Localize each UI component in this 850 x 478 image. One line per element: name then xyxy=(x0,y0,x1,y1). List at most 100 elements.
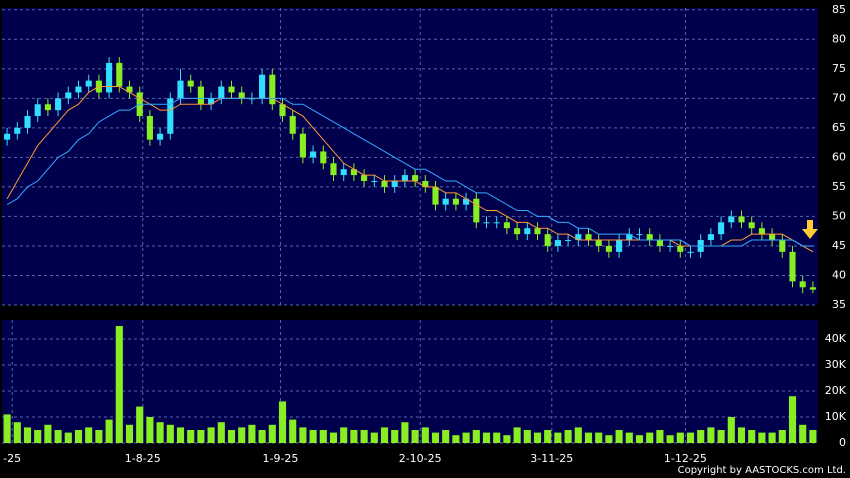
volume-bar xyxy=(503,435,511,443)
candle-body xyxy=(728,216,735,223)
volume-bar xyxy=(595,432,603,443)
candle-body xyxy=(208,98,215,105)
candle-body xyxy=(85,80,92,87)
volume-bar xyxy=(646,432,654,443)
candle-body xyxy=(371,181,378,183)
candle-body xyxy=(575,234,582,241)
volume-bar xyxy=(360,429,368,443)
candle-body xyxy=(65,92,72,99)
candle-body xyxy=(432,186,439,205)
volume-bar xyxy=(615,429,623,443)
candle-body xyxy=(381,181,388,187)
volume-bar xyxy=(258,429,266,443)
volume-bar xyxy=(656,429,664,443)
volume-bar xyxy=(227,429,236,443)
candle-body xyxy=(442,198,449,205)
candle-body xyxy=(718,222,725,235)
volume-bar xyxy=(115,325,123,443)
candle-body xyxy=(126,86,133,93)
candle-body xyxy=(677,245,684,252)
volume-bar xyxy=(380,427,389,443)
volume-bar xyxy=(554,432,562,443)
candle-body xyxy=(554,240,561,246)
copyright: Copyright by AASTOCKS.com Ltd. xyxy=(678,465,846,476)
candle-body xyxy=(350,169,357,176)
volume-bar xyxy=(248,424,256,443)
candle-body xyxy=(595,240,602,246)
volume-bar xyxy=(156,422,164,443)
candle-body xyxy=(503,222,510,229)
volume-bar xyxy=(85,427,93,443)
volume-bar xyxy=(605,435,613,443)
candle-body xyxy=(24,116,31,128)
candle-body xyxy=(514,228,521,235)
volume-bar xyxy=(676,432,684,443)
candle-body xyxy=(524,228,531,235)
volume-bar xyxy=(309,429,317,443)
volume-bar xyxy=(268,424,276,443)
candle-body xyxy=(422,181,429,187)
candle-body xyxy=(452,198,459,205)
volume-bar xyxy=(34,429,42,443)
candle-body xyxy=(585,234,592,241)
candle-body xyxy=(565,240,572,242)
y-tick-label: 60 xyxy=(832,150,846,163)
price-layer: 35 40 45 50 55 60 65 70 75 80 85 xyxy=(2,3,846,311)
volume-bar xyxy=(564,429,572,443)
volume-bar xyxy=(319,429,327,443)
volume-bar xyxy=(278,401,287,443)
volume-bar xyxy=(238,427,246,443)
candle-body xyxy=(748,222,755,229)
y-tick-label: 0 xyxy=(839,436,846,449)
volume-bar xyxy=(788,396,797,443)
candle-body xyxy=(187,80,194,87)
candle-body xyxy=(391,181,398,187)
volume-bar xyxy=(727,416,735,443)
candle-body xyxy=(779,240,786,252)
volume-bar xyxy=(809,429,817,443)
candle-body xyxy=(167,98,174,134)
candle-body xyxy=(412,175,419,182)
candle-body xyxy=(646,234,653,241)
candle-body xyxy=(106,62,113,93)
volume-bar xyxy=(125,424,134,443)
y-tick-label: 85 xyxy=(832,3,846,16)
candle-body xyxy=(34,104,41,117)
volume-panel xyxy=(2,320,818,443)
volume-bar xyxy=(574,427,582,443)
candle-body xyxy=(44,104,51,111)
y-tick-label: 45 xyxy=(832,239,846,252)
volume-bar xyxy=(187,429,195,443)
candle-body xyxy=(473,198,480,223)
volume-bar xyxy=(370,432,378,443)
volume-bar xyxy=(635,435,644,443)
x-tick-label: 1-9-25 xyxy=(262,452,298,465)
volume-bar xyxy=(697,429,705,443)
x-tick-label: 3-11-25 xyxy=(530,452,573,465)
volume-bar xyxy=(54,429,62,443)
candle-body xyxy=(616,240,623,252)
volume-bar xyxy=(584,432,593,443)
candle-body xyxy=(758,228,765,235)
volume-bar xyxy=(44,424,52,443)
volume-bar xyxy=(431,432,440,443)
volume-bar xyxy=(452,435,460,443)
volume-bar xyxy=(74,429,83,443)
candle-body xyxy=(544,234,551,246)
volume-bar xyxy=(411,429,419,443)
candle-body xyxy=(789,251,796,282)
volume-bar xyxy=(391,429,399,443)
candle-body xyxy=(707,234,714,241)
candle-body xyxy=(55,98,62,111)
volume-bar xyxy=(64,432,72,443)
volume-bar xyxy=(513,427,521,443)
volume-bar xyxy=(136,406,144,443)
candle-body xyxy=(626,234,633,241)
volume-bar xyxy=(401,422,409,443)
volume-bar xyxy=(340,427,348,443)
candle-body xyxy=(534,228,541,235)
y-tick-label: 70 xyxy=(832,91,846,104)
candle-body xyxy=(463,198,470,205)
candle-body xyxy=(361,175,368,182)
